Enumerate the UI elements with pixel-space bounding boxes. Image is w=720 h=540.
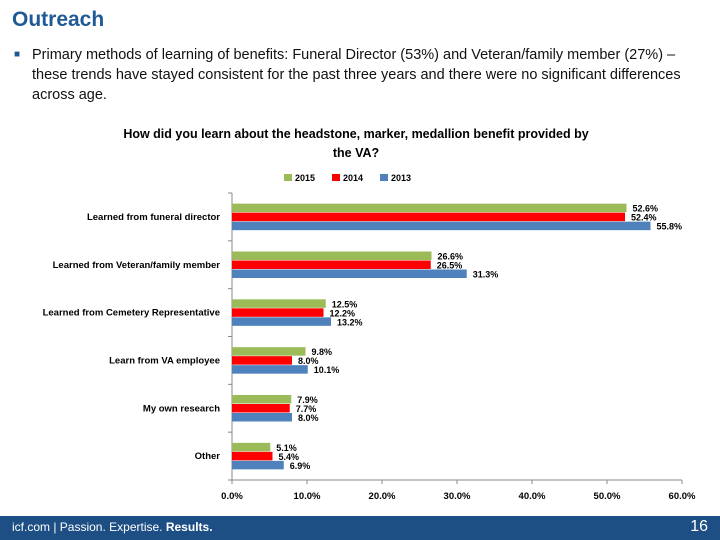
x-tick-label: 50.0% <box>594 491 621 502</box>
data-label-2015: 5.1% <box>276 443 297 453</box>
chart-title-line2: the VA? <box>333 146 379 160</box>
x-tick-label: 30.0% <box>444 491 471 502</box>
data-label-2013: 6.9% <box>290 461 311 471</box>
bar-2015 <box>232 442 271 452</box>
bar-2015 <box>232 251 432 260</box>
legend-swatch-2013 <box>380 174 388 181</box>
bar-2015 <box>232 395 292 404</box>
data-label-2013: 10.1% <box>314 365 340 375</box>
slide-title: Outreach <box>12 8 105 31</box>
legend-label-2013: 2013 <box>391 173 411 183</box>
bar-chart: How did you learn about the headstone, m… <box>43 127 696 502</box>
square-bullet-icon: ■ <box>14 49 21 60</box>
chart-legend: 2015 2014 2013 <box>284 173 411 183</box>
data-label-2014: 52.4% <box>631 213 657 223</box>
bar-2013 <box>232 365 308 374</box>
bar-2014 <box>232 356 292 365</box>
legend-swatch-2014 <box>332 174 340 181</box>
data-label-2013: 13.2% <box>337 317 363 327</box>
x-tick-label: 0.0% <box>221 491 243 502</box>
x-tick-label: 20.0% <box>369 491 396 502</box>
data-label-2013: 31.3% <box>473 270 499 280</box>
footer-results: Results. <box>165 520 213 534</box>
data-label-2013: 8.0% <box>298 413 319 423</box>
bar-2014 <box>232 308 324 317</box>
x-tick-label: 10.0% <box>294 491 321 502</box>
data-label-2013: 55.8% <box>657 222 683 232</box>
bar-2015 <box>232 299 326 308</box>
data-label-2014: 8.0% <box>298 356 319 366</box>
data-label-2014: 5.4% <box>279 452 300 462</box>
category-label: Learned from funeral director <box>87 212 220 223</box>
bar-2013 <box>232 413 292 422</box>
data-label-2015: 52.6% <box>633 204 659 214</box>
bar-2014 <box>232 260 431 269</box>
page-number: 16 <box>690 518 708 535</box>
footer-bar: icf.com | Passion. Expertise. Results. 1… <box>0 516 720 540</box>
legend-label-2014: 2014 <box>343 173 363 183</box>
x-tick-label: 40.0% <box>519 491 546 502</box>
bar-2015 <box>232 203 627 213</box>
bar-2013 <box>232 317 331 326</box>
data-label-2015: 9.8% <box>312 347 333 357</box>
bar-2014 <box>232 404 290 413</box>
plot-area: 0.0% 10.0% 20.0% 30.0% 40.0% 50.0% 60.0% Learne… <box>43 192 696 502</box>
footer-tagline: icf.com | Passion. Expertise. Results. <box>12 520 213 534</box>
category-label: Learn from VA employee <box>109 355 220 366</box>
bar-2013 <box>232 460 284 470</box>
data-label-2015: 26.6% <box>438 252 464 262</box>
bar-2014 <box>232 451 273 461</box>
category-label: Learned from Veteran/family member <box>53 260 221 271</box>
chart-title-line1: How did you learn about the headstone, m… <box>123 127 588 141</box>
category-label: Learned from Cemetery Representative <box>43 308 220 319</box>
legend-swatch-2015 <box>284 174 292 181</box>
bullet-point: ■ Primary methods of learning of benefit… <box>14 45 704 105</box>
footer-brand: icf.com | Passion. Expertise. <box>12 520 166 534</box>
legend-label-2015: 2015 <box>295 173 315 183</box>
bullet-text: Primary methods of learning of benefits:… <box>32 47 681 103</box>
bar-2013 <box>232 221 651 231</box>
data-label-2015: 7.9% <box>297 395 318 405</box>
bar-2014 <box>232 212 625 222</box>
bar-2015 <box>232 347 306 356</box>
x-tick-label: 60.0% <box>669 491 696 502</box>
bar-2013 <box>232 269 467 278</box>
data-label-2015: 12.5% <box>332 299 358 309</box>
data-label-2014: 12.2% <box>330 308 356 318</box>
data-label-2014: 26.5% <box>437 261 463 271</box>
data-label-2014: 7.7% <box>296 404 317 414</box>
category-label: My own research <box>143 403 220 414</box>
category-label: Other <box>195 451 221 462</box>
